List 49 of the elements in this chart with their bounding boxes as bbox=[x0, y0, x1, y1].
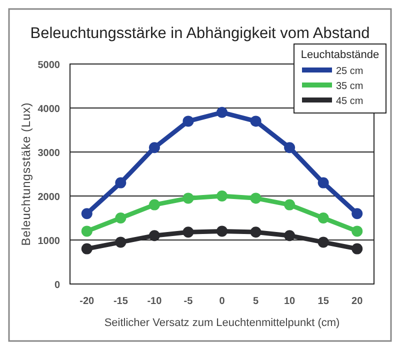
x-tick-label: 0 bbox=[219, 296, 226, 307]
point bbox=[148, 230, 160, 242]
legend-label: 25 cm bbox=[336, 66, 364, 77]
point bbox=[81, 208, 92, 220]
point bbox=[216, 190, 228, 202]
point bbox=[216, 106, 228, 118]
x-tick-label: -5 bbox=[184, 296, 194, 307]
point bbox=[216, 226, 228, 237]
point bbox=[182, 192, 194, 204]
x-tick-label: 5 bbox=[252, 296, 259, 307]
x-tick-label: -20 bbox=[80, 296, 95, 307]
legend-label: 35 cm bbox=[336, 81, 364, 92]
point bbox=[352, 243, 363, 254]
point bbox=[318, 212, 329, 224]
point bbox=[250, 226, 262, 238]
point bbox=[284, 199, 296, 210]
point bbox=[148, 142, 160, 154]
y-tick-label: 1000 bbox=[38, 236, 60, 247]
point bbox=[318, 236, 329, 248]
chart-title: Beleuchtungsstärke in Abhängigkeit vom Abstand bbox=[30, 25, 370, 42]
x-tick-label: 10 bbox=[284, 296, 296, 307]
legend-title: Leuchtabstände bbox=[300, 49, 380, 61]
y-tick-label: 0 bbox=[54, 280, 60, 291]
x-tick-label: -15 bbox=[113, 296, 128, 307]
x-tick-label: -10 bbox=[147, 296, 162, 307]
point bbox=[81, 243, 92, 254]
y-axis-title: Beleuchtungsstäke (Lux) bbox=[19, 102, 33, 246]
point bbox=[284, 230, 296, 242]
point bbox=[182, 116, 194, 127]
point bbox=[318, 177, 329, 188]
point bbox=[352, 226, 363, 237]
y-tick-label: 2000 bbox=[38, 192, 60, 203]
point bbox=[115, 236, 126, 248]
legend-label: 45 cm bbox=[336, 96, 364, 107]
point bbox=[182, 226, 194, 238]
point bbox=[148, 199, 160, 210]
x-tick-label: 15 bbox=[318, 296, 330, 307]
point bbox=[115, 177, 126, 188]
x-tick-label: 20 bbox=[352, 296, 364, 307]
point bbox=[250, 116, 262, 127]
point bbox=[115, 212, 126, 224]
y-tick-label: 5000 bbox=[38, 60, 60, 71]
point bbox=[352, 208, 363, 220]
point bbox=[250, 192, 262, 204]
x-axis-title: Seitlicher Versatz zum Leuchtenmittelpunkt (cm) bbox=[104, 317, 340, 329]
y-tick-label: 3000 bbox=[38, 148, 60, 159]
point bbox=[284, 142, 296, 154]
y-tick-label: 4000 bbox=[38, 104, 60, 115]
point bbox=[81, 226, 92, 237]
